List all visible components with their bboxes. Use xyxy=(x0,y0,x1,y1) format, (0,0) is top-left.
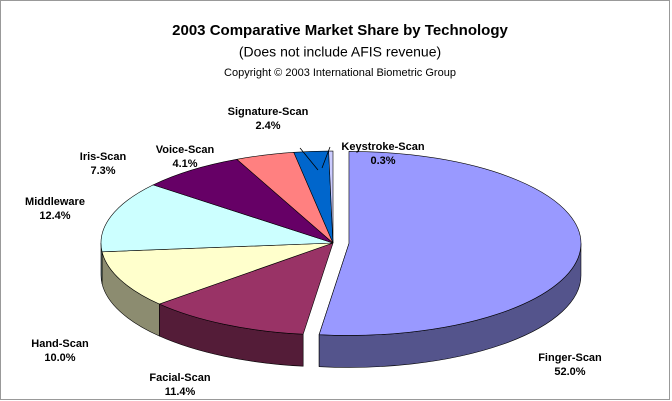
value-label: 2.4% xyxy=(255,120,280,132)
slice xyxy=(318,151,582,336)
slice xyxy=(158,242,334,335)
slice xyxy=(101,242,334,305)
slice xyxy=(152,158,334,244)
slice-label: Iris-Scan xyxy=(80,151,127,163)
value-label: 4.1% xyxy=(172,158,197,170)
value-label: 10.0% xyxy=(44,352,75,364)
leader-line xyxy=(299,147,319,171)
value-label: 0.3% xyxy=(370,155,395,167)
value-label: 11.4% xyxy=(165,386,196,398)
copyright: Copyright © 2003 International Biometric… xyxy=(224,67,456,79)
slice xyxy=(100,184,334,253)
slice-label: Middleware xyxy=(25,196,85,208)
leader-line xyxy=(321,146,331,169)
value-label: 52.0% xyxy=(554,366,585,378)
slice-label: Hand-Scan xyxy=(31,338,89,350)
value-label: 12.4% xyxy=(39,210,70,222)
slice-label: Facial-Scan xyxy=(149,372,210,384)
slice-label: Voice-Scan xyxy=(156,144,215,156)
chart-title: 2003 Comparative Market Share by Technol… xyxy=(172,22,508,39)
slice-label: Finger-Scan xyxy=(538,352,602,364)
value-label: 7.3% xyxy=(90,165,115,177)
slice-label: Keystroke-Scan xyxy=(341,141,424,153)
slice-label: Signature-Scan xyxy=(228,106,309,118)
chart-subtitle: (Does not include AFIS revenue) xyxy=(239,44,441,60)
